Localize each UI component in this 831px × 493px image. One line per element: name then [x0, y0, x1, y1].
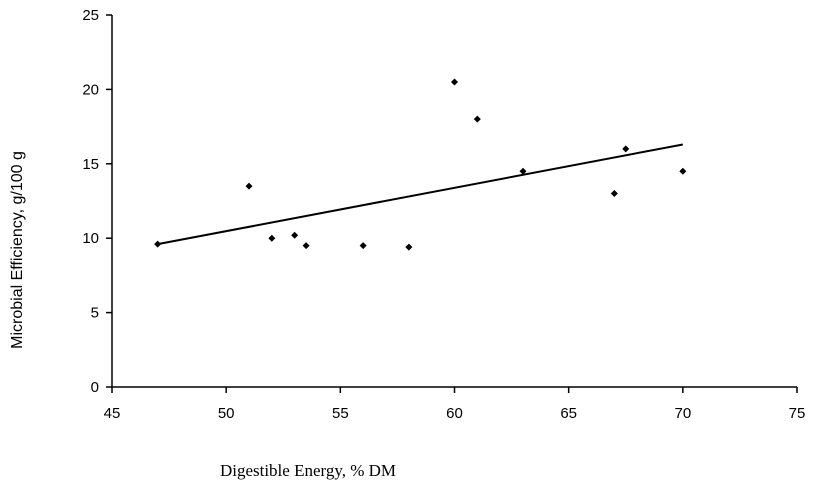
data-point: [245, 182, 253, 190]
data-point: [451, 78, 458, 86]
data-point: [291, 231, 299, 239]
data-points: [154, 78, 687, 251]
data-point: [473, 115, 481, 123]
x-tick-label: 55: [332, 405, 349, 422]
data-point: [405, 243, 413, 251]
x-tick-label: 50: [218, 405, 235, 422]
data-point: [679, 167, 687, 175]
y-tick-label: 15: [82, 156, 99, 173]
x-tick-label: 60: [446, 405, 463, 422]
trendline: [157, 143, 684, 246]
y-tick-label: 0: [91, 379, 99, 396]
x-tick-label: 75: [789, 405, 806, 422]
y-tick-label: 10: [82, 230, 99, 247]
data-point: [359, 242, 367, 250]
y-ticks: 0 5 10 15 20 25: [82, 7, 112, 396]
y-tick-label: 20: [82, 81, 99, 98]
y-axis-label: Microbial Efficiency, g/100 g: [9, 151, 26, 349]
data-point: [622, 145, 630, 153]
data-point: [268, 234, 276, 242]
data-point: [154, 240, 162, 248]
x-tick-label: 45: [104, 405, 121, 422]
y-tick-label: 5: [91, 305, 99, 322]
data-point: [519, 167, 527, 175]
x-axis-label: Digestible Energy, % DM: [220, 461, 396, 480]
y-tick-label: 25: [82, 7, 99, 24]
axes: [111, 15, 797, 388]
x-tick-label: 65: [560, 405, 577, 422]
x-ticks: 45 50 55 60 65 70 75: [104, 387, 806, 422]
data-point: [610, 190, 618, 198]
data-point: [302, 242, 310, 250]
x-tick-label: 70: [674, 405, 691, 422]
